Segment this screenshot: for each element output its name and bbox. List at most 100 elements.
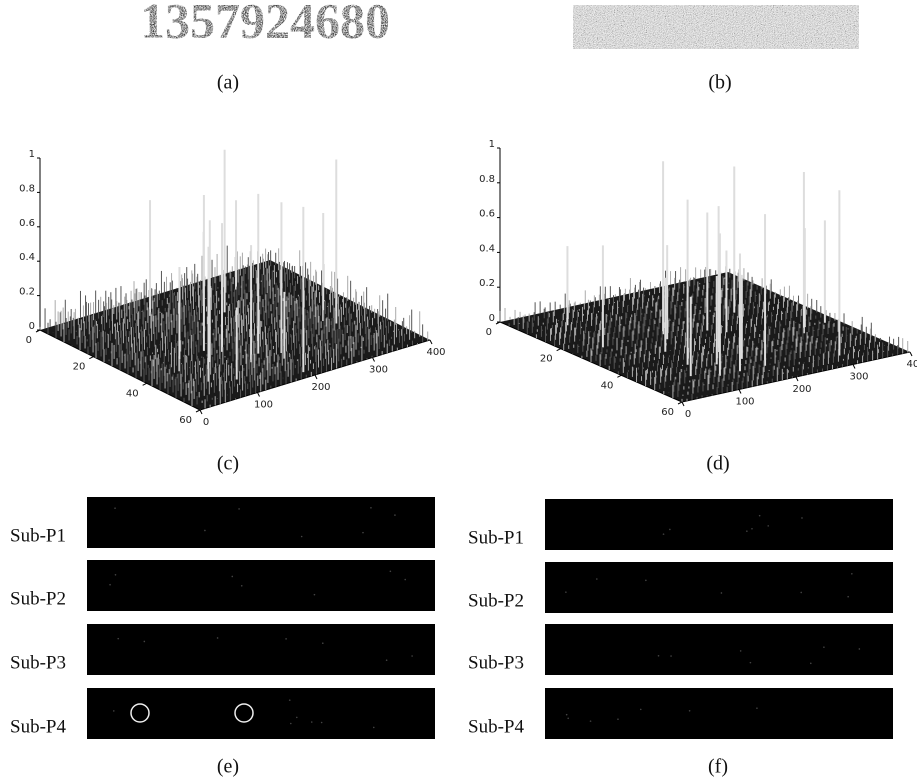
faint-dot [800, 592, 802, 594]
faint-dot [285, 638, 287, 640]
faint-dot [847, 596, 849, 598]
x-tick [739, 390, 741, 394]
x-tick [796, 377, 798, 381]
subplane-image [87, 497, 435, 548]
x-tick-label: 300 [849, 372, 868, 383]
z-tick-label: 0.4 [479, 243, 495, 254]
faint-dot [670, 655, 672, 657]
z-tick-label: 0.2 [479, 278, 495, 289]
x-tick-label: 100 [254, 400, 273, 411]
subplane-image [87, 624, 435, 675]
row-label: Sub-P3 [10, 652, 66, 673]
faint-dot [823, 646, 825, 648]
faint-dot [117, 638, 119, 640]
faint-dot [290, 723, 292, 725]
subplane-image [87, 688, 435, 739]
faint-dot [590, 720, 592, 722]
z-tick-label: 0 [29, 321, 35, 332]
x-tick [373, 358, 375, 362]
x-tick [910, 352, 912, 356]
faint-dot [314, 594, 316, 596]
z-tick-label: 1 [29, 149, 35, 160]
faint-dot [231, 576, 233, 578]
caption: (d) [706, 453, 729, 475]
row-label: Sub-P2 [468, 590, 524, 611]
x-tick-label: 300 [369, 365, 388, 376]
z-tick-label: 0.4 [19, 252, 35, 263]
faint-dot [566, 714, 568, 716]
figure: 1357924680 (a) (b) (c) (d) (e) (f) 00.20… [0, 0, 917, 782]
x-tick-label: 0 [685, 409, 691, 420]
caption: (e) [217, 756, 239, 778]
z-tick-label: 0.8 [19, 183, 35, 194]
x-tick [200, 410, 202, 414]
faint-dot [801, 517, 803, 519]
faint-dot [386, 659, 388, 661]
z-tick-label: 0 [489, 313, 495, 324]
x-tick-label: 200 [792, 384, 811, 395]
y-tick [557, 349, 561, 351]
z-tick-label: 0.6 [479, 209, 495, 220]
faint-dot [241, 585, 243, 587]
faint-dot [851, 573, 853, 575]
y-tick [196, 410, 200, 412]
encrypted-image [573, 5, 859, 49]
faint-dot [144, 641, 146, 643]
faint-dot [810, 663, 812, 665]
y-tick-label: 40 [601, 380, 614, 391]
faint-dot [114, 507, 116, 509]
z-tick-label: 1 [489, 139, 495, 150]
x-tick [853, 365, 855, 369]
x-tick-label: 200 [311, 382, 330, 393]
row-label: Sub-P4 [468, 716, 524, 737]
faint-dot [217, 637, 219, 639]
faint-dot [311, 721, 313, 723]
faint-dot [640, 709, 642, 711]
faint-dot [740, 650, 742, 652]
faint-dot [751, 528, 753, 530]
x-tick-label: 400 [906, 359, 917, 370]
faint-dot [411, 655, 413, 657]
faint-dot [721, 592, 723, 594]
faint-dot [322, 642, 324, 644]
x-tick-label: 100 [735, 397, 754, 408]
faint-dot [658, 655, 660, 657]
faint-dot [404, 579, 406, 581]
subplane-image [545, 624, 893, 675]
faint-dot [859, 648, 861, 650]
caption: (b) [708, 72, 731, 94]
caption: (f) [708, 756, 728, 778]
faint-dot [370, 507, 372, 509]
faint-dot [115, 574, 117, 576]
faint-dot [390, 571, 392, 573]
faint-dot [296, 717, 298, 719]
faint-dot [113, 710, 115, 712]
y-tick-label: 0 [26, 335, 32, 346]
faint-dot [373, 727, 375, 729]
row-label: Sub-P4 [10, 716, 66, 737]
x-tick [258, 393, 260, 397]
faint-dot [759, 515, 761, 517]
x-tick [682, 402, 684, 406]
faint-dot [289, 699, 291, 701]
row-label: Sub-P1 [10, 525, 66, 546]
z-tick-label: 0.2 [19, 287, 35, 298]
y-tick-label: 20 [540, 354, 553, 365]
faint-dot [565, 591, 567, 593]
x-tick-label: 0 [203, 417, 209, 428]
surface-base [500, 272, 910, 402]
y-tick-label: 0 [486, 327, 492, 338]
y-tick [143, 383, 147, 385]
faint-dot [321, 722, 323, 724]
faint-dot [394, 514, 396, 516]
faint-dot [689, 710, 691, 712]
faint-dot [596, 578, 598, 580]
faint-dot [567, 717, 569, 719]
faint-dot [669, 529, 671, 531]
x-tick-label: 400 [426, 347, 445, 358]
faint-dot [750, 662, 752, 664]
y-tick [89, 357, 93, 359]
y-tick [617, 375, 621, 377]
faint-dot [617, 718, 619, 720]
row-label: Sub-P2 [10, 588, 66, 609]
